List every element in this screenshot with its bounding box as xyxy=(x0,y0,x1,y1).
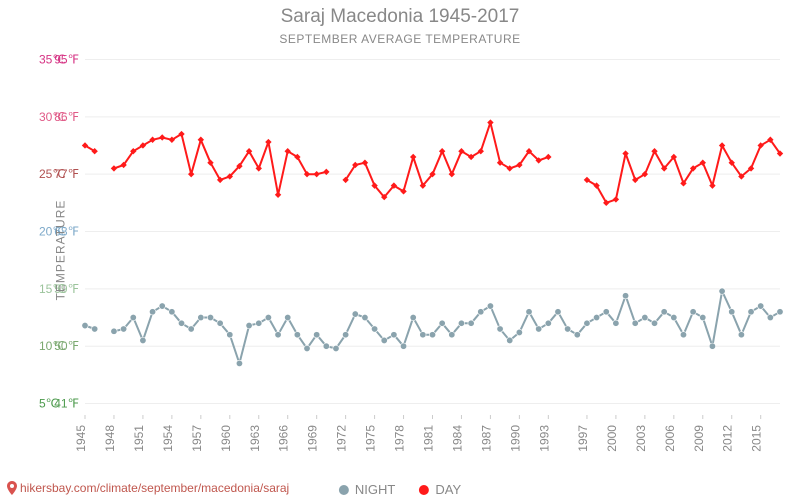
svg-text:1966: 1966 xyxy=(277,425,291,452)
chart-svg: 5℃41℉10℃50℉15℃59℉20℃68℉25℃77℉30℃86℉35℃95… xyxy=(0,0,800,500)
chart-title: Saraj Macedonia 1945-2017 xyxy=(0,6,800,28)
svg-text:95℉: 95℉ xyxy=(54,52,79,66)
legend-label-day: DAY xyxy=(435,482,461,497)
svg-text:1981: 1981 xyxy=(422,425,436,452)
svg-text:1957: 1957 xyxy=(190,425,204,452)
svg-text:1963: 1963 xyxy=(248,425,262,452)
svg-text:2009: 2009 xyxy=(692,425,706,452)
svg-text:86℉: 86℉ xyxy=(54,110,79,124)
svg-text:1990: 1990 xyxy=(508,425,522,452)
chart-subtitle: SEPTEMBER AVERAGE TEMPERATURE xyxy=(0,32,800,46)
svg-text:1960: 1960 xyxy=(219,425,233,452)
source-link[interactable]: hikersbay.com/climate/september/macedoni… xyxy=(6,481,289,495)
svg-text:1948: 1948 xyxy=(103,425,117,452)
svg-text:1978: 1978 xyxy=(393,425,407,452)
svg-text:2003: 2003 xyxy=(634,425,648,452)
location-pin-icon xyxy=(6,481,18,495)
legend-item-day: DAY xyxy=(419,482,461,497)
svg-text:50℉: 50℉ xyxy=(54,339,79,353)
source-url-text: hikersbay.com/climate/september/macedoni… xyxy=(20,481,289,495)
svg-text:1975: 1975 xyxy=(364,425,378,452)
svg-text:1997: 1997 xyxy=(576,425,590,452)
legend-label-night: NIGHT xyxy=(355,482,395,497)
svg-text:2000: 2000 xyxy=(605,425,619,452)
svg-text:77℉: 77℉ xyxy=(54,167,79,181)
svg-text:1987: 1987 xyxy=(479,425,493,452)
svg-text:1972: 1972 xyxy=(335,425,349,452)
svg-text:1954: 1954 xyxy=(161,425,175,452)
svg-text:41℉: 41℉ xyxy=(54,397,79,411)
svg-text:1945: 1945 xyxy=(74,425,88,452)
chart-container: Saraj Macedonia 1945-2017 SEPTEMBER AVER… xyxy=(0,0,800,500)
svg-text:2015: 2015 xyxy=(750,425,764,452)
svg-text:1969: 1969 xyxy=(306,425,320,452)
svg-text:1951: 1951 xyxy=(132,425,146,452)
svg-text:2006: 2006 xyxy=(663,425,677,452)
legend-swatch-night xyxy=(339,485,349,495)
svg-text:2012: 2012 xyxy=(721,425,735,452)
legend-swatch-day xyxy=(419,485,429,495)
legend-item-night: NIGHT xyxy=(339,482,395,497)
svg-text:1993: 1993 xyxy=(537,425,551,452)
svg-text:1984: 1984 xyxy=(450,425,464,452)
y-axis-label: TEMPERATURE xyxy=(53,200,67,301)
legend: NIGHT DAY xyxy=(339,482,461,497)
